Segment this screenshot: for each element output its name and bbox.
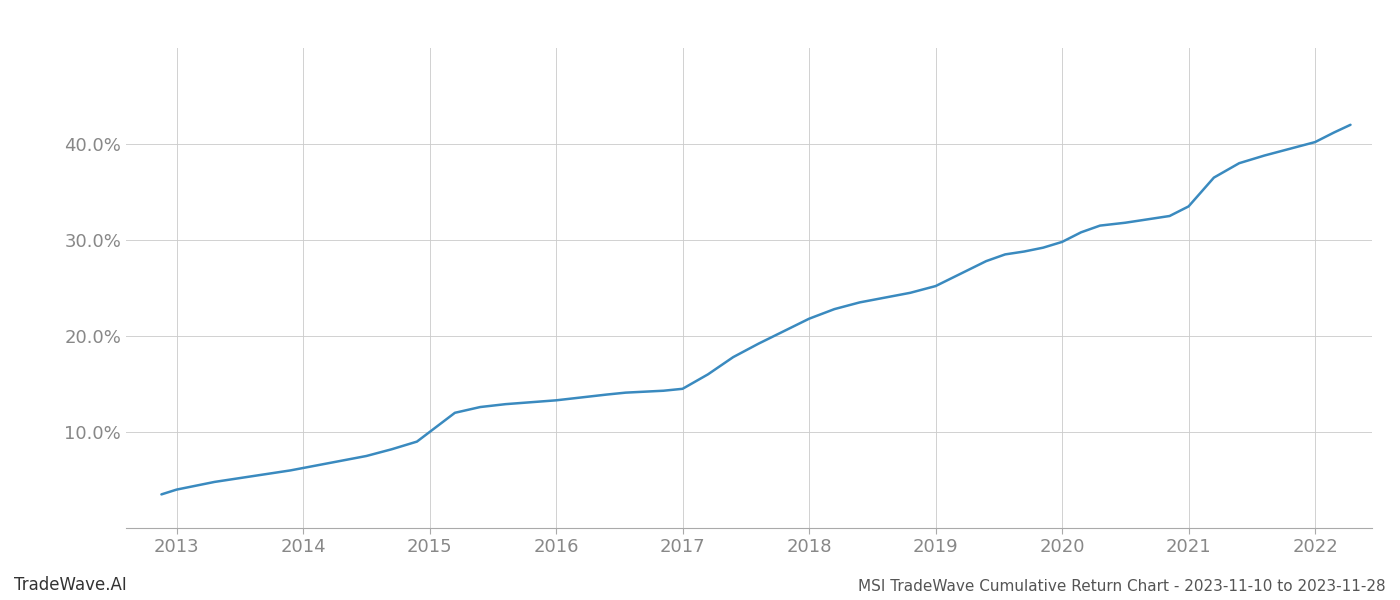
Text: TradeWave.AI: TradeWave.AI bbox=[14, 576, 127, 594]
Text: MSI TradeWave Cumulative Return Chart - 2023-11-10 to 2023-11-28: MSI TradeWave Cumulative Return Chart - … bbox=[858, 579, 1386, 594]
